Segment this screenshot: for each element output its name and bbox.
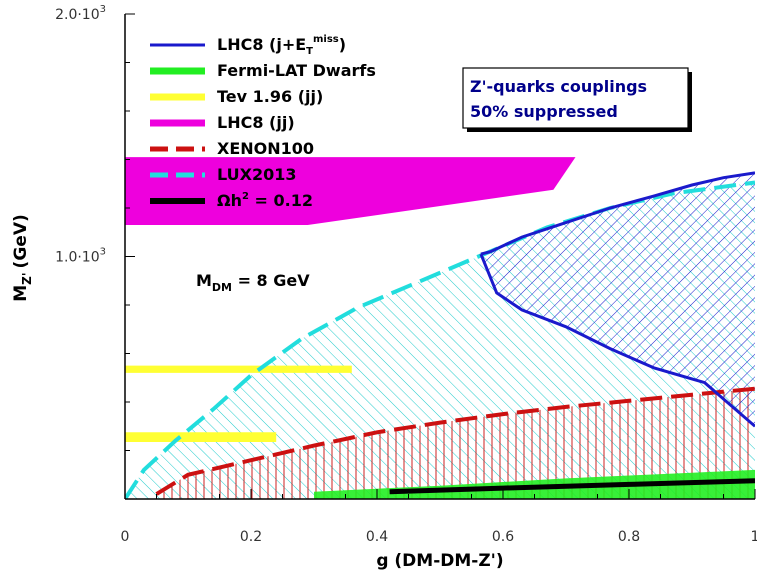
chart-regions — [125, 157, 755, 499]
x-tick-label: 0.4 — [366, 529, 388, 545]
y-axis-label-sub: Z' — [20, 272, 34, 284]
legend-label: LHC8 (jj) — [217, 113, 295, 132]
legend-label: XENON100 — [217, 139, 314, 158]
legend-label: Ωh2 = 0.12 — [217, 191, 313, 210]
mass-label: MDM = 8 GeV — [196, 271, 310, 294]
legend-item: Tev 1.96 (jj) — [150, 87, 323, 106]
x-tick-label: 0.8 — [618, 529, 640, 545]
tev-band-2 — [125, 432, 277, 442]
tev-band-1 — [125, 365, 352, 373]
x-tick-label: 1 — [751, 529, 757, 545]
lhc8-monojet-upper-line — [480, 171, 755, 256]
legend-label: Tev 1.96 (jj) — [217, 87, 323, 106]
legend: LHC8 (j+ETmiss) Fermi-LAT Dwarfs Tev 1.96 … — [150, 34, 376, 210]
legend-label: Fermi-LAT Dwarfs — [217, 61, 376, 80]
legend-item: LHC8 (j+ETmiss) — [150, 34, 346, 57]
legend-item: LUX2013 — [150, 165, 296, 184]
mass-label-main: M — [196, 271, 212, 290]
xenon100-region — [156, 388, 755, 499]
x-tick-label: 0 — [121, 529, 130, 545]
legend-label: LHC8 (j+ETmiss) — [217, 34, 346, 57]
lhc8-dijet-region — [125, 157, 576, 225]
xenon100-line — [155, 386, 755, 496]
lhc8-monojet-region — [480, 172, 755, 427]
annotation-line-1: Z'-quarks couplings — [470, 77, 647, 96]
relic-density-line — [389, 478, 755, 495]
mass-label-sub: DM — [212, 281, 232, 294]
lhc8-monojet-lower-line — [479, 253, 755, 428]
y-axis-label-main: M — [11, 285, 31, 302]
annotation-line-2: 50% suppressed — [470, 102, 618, 121]
x-tick-label: 0.2 — [240, 529, 262, 545]
svg-text:MZ'(GeV): MZ' (GeV) — [11, 214, 34, 301]
legend-item: Ωh2 = 0.12 — [150, 191, 313, 210]
legend-item: XENON100 — [150, 139, 314, 158]
legend-item: LHC8 (jj) — [150, 113, 295, 132]
legend-item: Fermi-LAT Dwarfs — [150, 61, 376, 80]
y-axis-label: MZ' (GeV) — [11, 214, 34, 301]
legend-label: LUX2013 — [217, 165, 296, 184]
annotation-box: Z'-quarks couplings 50% suppressed — [462, 67, 692, 132]
x-tick-label: 0.6 — [492, 529, 514, 545]
mass-label-rest: = 8 GeV — [232, 271, 310, 290]
x-axis-label: g (DM-DM-Z') — [376, 551, 503, 571]
chart-ticks: 0 0.2 0.4 0.6 0.8 1 1.0·103 2.0·103 — [55, 4, 757, 545]
y-axis-label-unit: (GeV) — [11, 214, 31, 268]
y-tick-label: 2.0·103 — [55, 4, 106, 23]
y-tick-label: 1.0·103 — [55, 247, 106, 266]
